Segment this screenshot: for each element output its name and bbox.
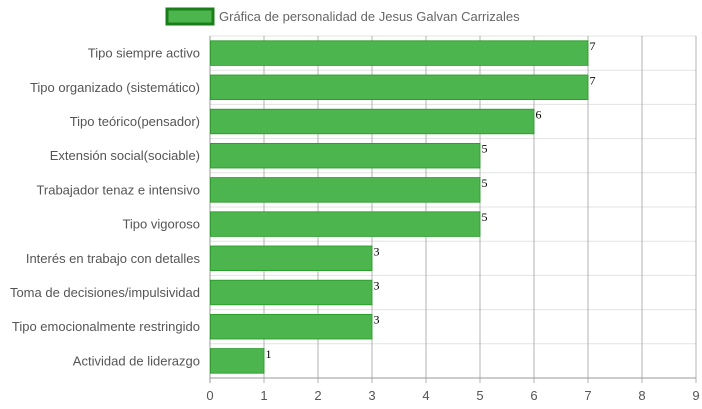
- bar[interactable]: [210, 177, 481, 203]
- value-labels: 7 7 6 5 5 5 3 3 3 1: [266, 39, 596, 361]
- category-label: Tipo teórico(pensador): [70, 114, 200, 129]
- x-tick-label: 0: [206, 388, 213, 403]
- x-tick-label: 8: [638, 388, 645, 403]
- category-label: Toma de decisiones/impulsividad: [10, 285, 200, 300]
- x-tick-label: 9: [692, 388, 699, 403]
- bars: [210, 40, 589, 374]
- data-label: 3: [374, 313, 380, 327]
- bar[interactable]: [210, 245, 373, 272]
- x-tick-label: 6: [530, 388, 537, 403]
- data-label: 5: [482, 176, 488, 190]
- bar[interactable]: [210, 74, 589, 101]
- bar[interactable]: [210, 313, 373, 340]
- x-tick-label: 1: [260, 388, 267, 403]
- data-label: 7: [590, 39, 596, 53]
- x-axis-ticks: 0 1 2 3 4 5 6 7 8 9: [206, 388, 699, 403]
- category-label: Actividad de liderazgo: [73, 353, 200, 368]
- bar[interactable]: [210, 108, 535, 135]
- data-label: 5: [482, 210, 488, 224]
- category-labels: Tipo siempre activo Tipo organizado (sist…: [10, 46, 201, 369]
- x-tick-label: 3: [368, 388, 375, 403]
- legend-label: Gráfica de personalidad de Jesus Galvan …: [219, 9, 520, 24]
- data-label: 5: [482, 142, 488, 156]
- category-label: Tipo vigoroso: [122, 217, 200, 232]
- category-label: Tipo siempre activo: [88, 46, 200, 61]
- bar[interactable]: [210, 211, 481, 237]
- x-tick-label: 5: [476, 388, 483, 403]
- category-label: Tipo organizado (sistemático): [30, 80, 200, 95]
- data-label: 3: [374, 279, 380, 293]
- x-tick-label: 2: [314, 388, 321, 403]
- legend[interactable]: Gráfica de personalidad de Jesus Galvan …: [165, 7, 520, 26]
- bar[interactable]: [210, 142, 481, 169]
- x-tick-label: 4: [422, 388, 429, 403]
- category-label: Trabajador tenaz e intensivo: [36, 182, 200, 197]
- x-tick-label: 7: [584, 388, 591, 403]
- data-label: 1: [266, 347, 272, 361]
- category-label: Tipo emocionalmente restringido: [12, 319, 200, 334]
- data-label: 6: [536, 108, 542, 122]
- category-label: Extensión social(sociable): [50, 148, 200, 163]
- bar[interactable]: [210, 279, 373, 306]
- data-label: 3: [374, 244, 380, 258]
- category-label: Interés en trabajo con detalles: [26, 251, 201, 266]
- bar[interactable]: [210, 348, 265, 374]
- legend-swatch: [165, 7, 215, 26]
- bar[interactable]: [210, 40, 589, 66]
- data-label: 7: [590, 73, 596, 87]
